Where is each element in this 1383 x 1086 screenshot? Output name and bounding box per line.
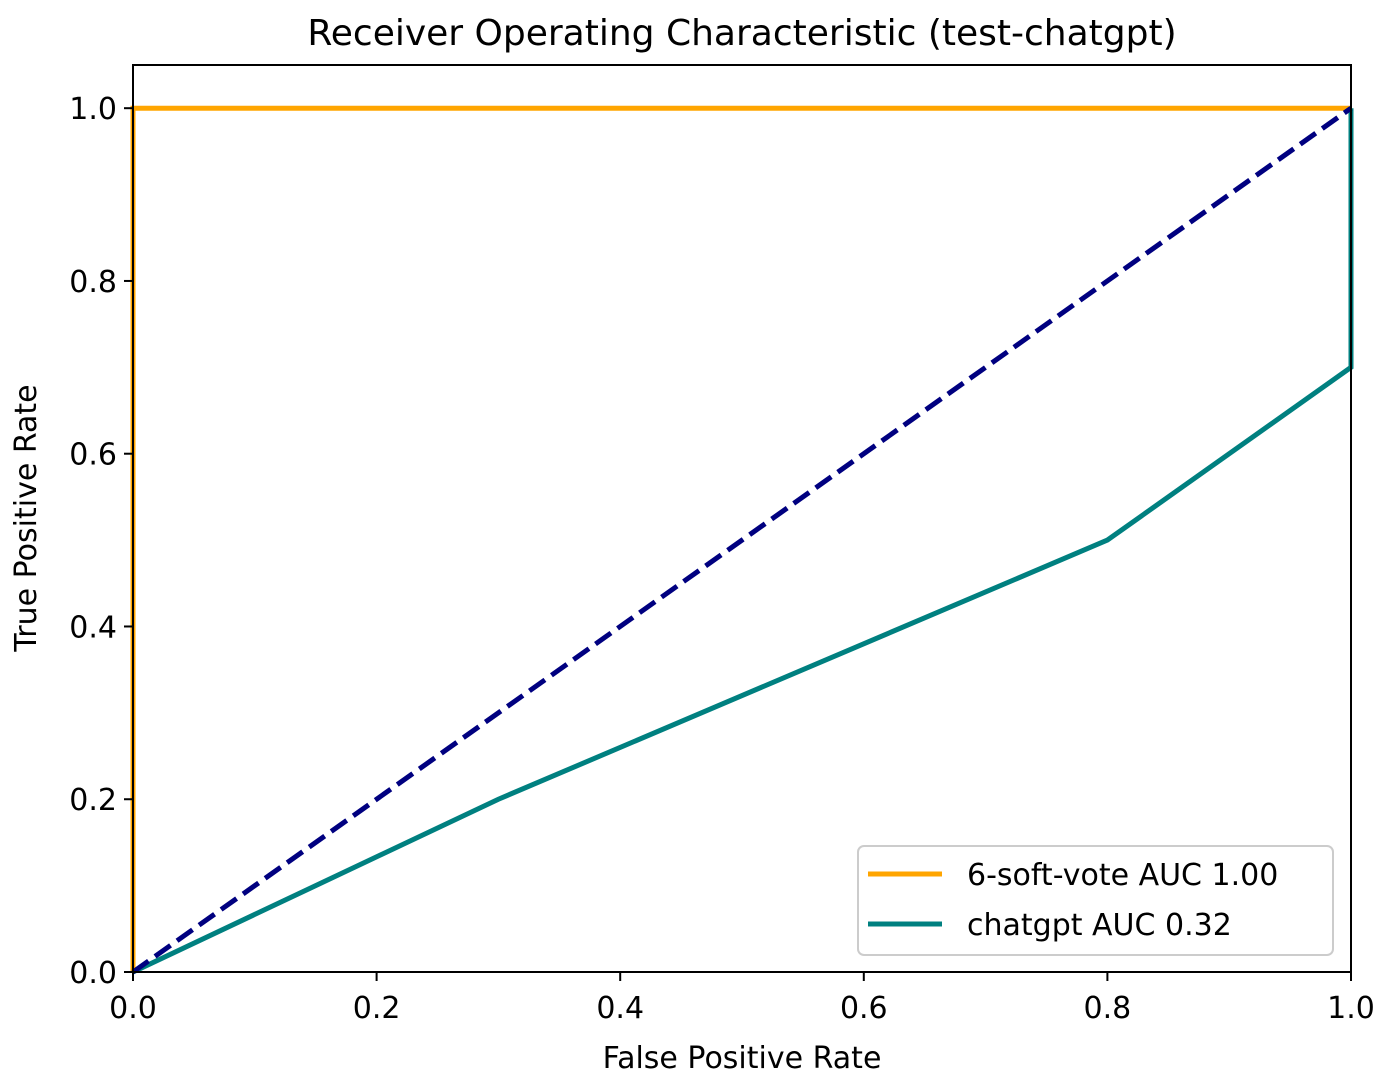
x-axis-label: False Positive Rate bbox=[603, 1041, 882, 1076]
y-axis-ticks: 0.0 0.2 0.4 0.6 0.8 1.0 bbox=[69, 92, 133, 991]
x-tick-label: 0.0 bbox=[109, 991, 157, 1026]
x-tick-label: 1.0 bbox=[1327, 991, 1375, 1026]
legend-label: 6-soft-vote AUC 1.00 bbox=[967, 858, 1278, 893]
legend-box bbox=[857, 845, 1334, 956]
y-tick-label: 0.4 bbox=[69, 610, 117, 645]
y-tick-label: 0.6 bbox=[69, 438, 117, 473]
y-tick-label: 0.0 bbox=[69, 956, 117, 991]
x-tick-label: 0.2 bbox=[353, 991, 401, 1026]
legend-label: chatgpt AUC 0.32 bbox=[967, 908, 1232, 943]
x-axis-ticks: 0.0 0.2 0.4 0.6 0.8 1.0 bbox=[109, 972, 1375, 1026]
y-tick-label: 0.2 bbox=[69, 783, 117, 818]
y-tick-label: 0.8 bbox=[69, 265, 117, 300]
x-tick-label: 0.6 bbox=[840, 991, 888, 1026]
reference-diagonal-line bbox=[131, 106, 1353, 975]
plot-frame bbox=[132, 64, 1352, 973]
y-tick-label: 1.0 bbox=[69, 92, 117, 127]
plot-area bbox=[130, 105, 1354, 975]
x-tick-label: 0.8 bbox=[1084, 991, 1132, 1026]
y-axis-label: True Positive Rate bbox=[9, 384, 44, 652]
x-tick-label: 0.4 bbox=[596, 991, 644, 1026]
legend: 6-soft-vote AUC 1.00 chatgpt AUC 0.32 bbox=[857, 845, 1334, 956]
chart-title: Receiver Operating Characteristic (test-… bbox=[307, 13, 1176, 54]
